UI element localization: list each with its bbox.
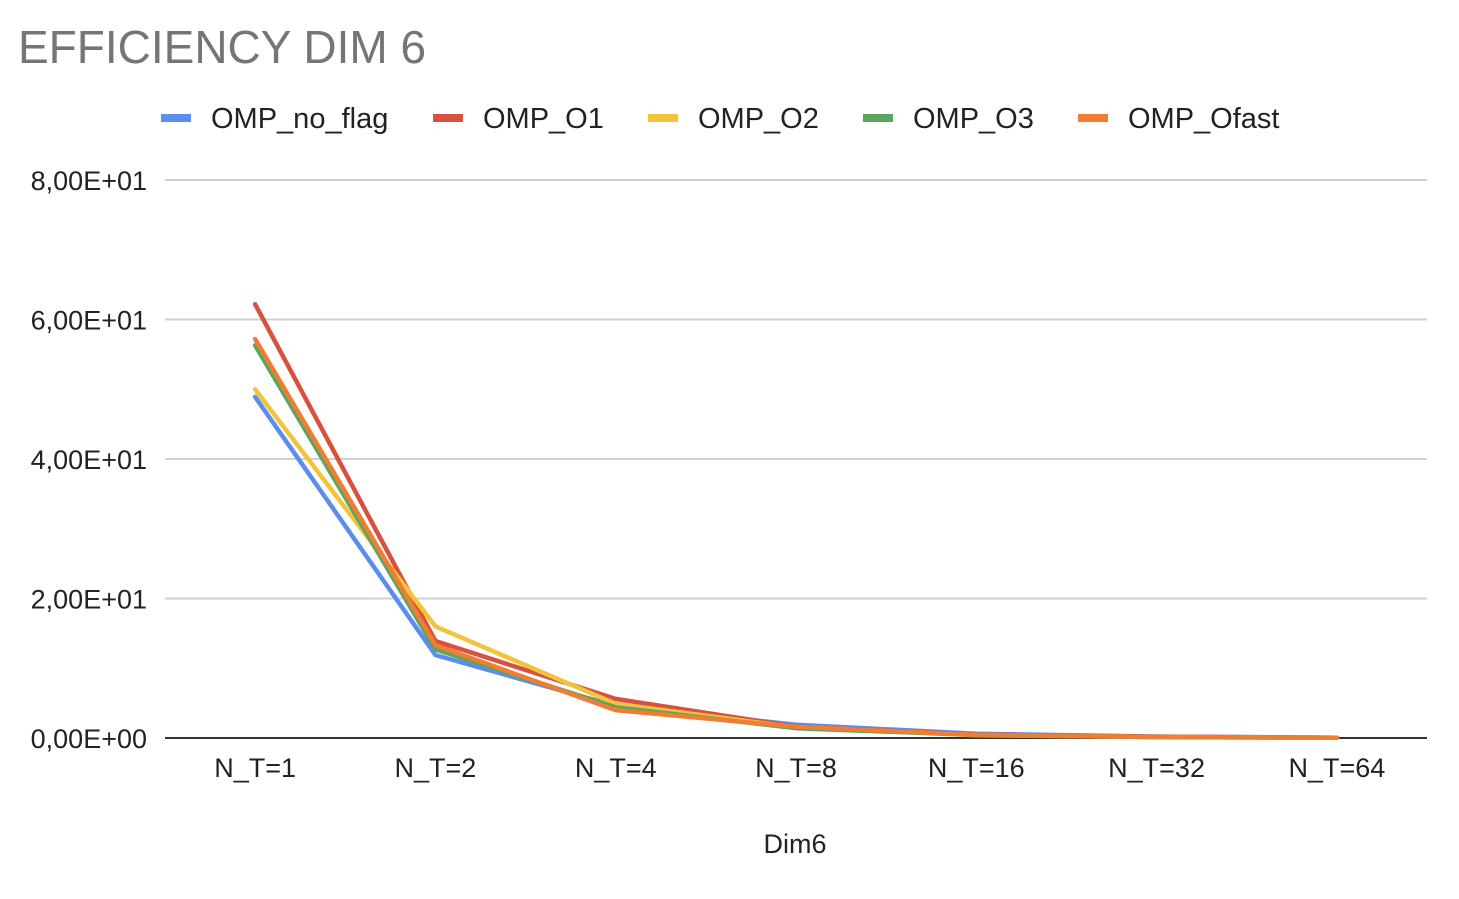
- x-tick-label: N_T=64: [1288, 753, 1385, 783]
- legend-label: OMP_no_flag: [211, 103, 388, 135]
- legend: OMP_no_flag OMP_O1 OMP_O2 OMP_O3 OMP_Ofast: [161, 103, 1280, 135]
- legend-swatch: [648, 114, 678, 122]
- x-tick-label: N_T=4: [575, 753, 657, 783]
- x-tick-label: N_T=16: [928, 753, 1025, 783]
- series-line-omp-o2: [252, 387, 1340, 740]
- x-tick-label: N_T=1: [214, 753, 296, 783]
- series-line-omp-o3: [252, 343, 1340, 740]
- x-axis-ticks: N_T=1 N_T=2 N_T=4 N_T=8 N_T=16 N_T=32 N_T=64: [214, 753, 1385, 783]
- legend-swatch: [863, 114, 893, 122]
- chart-title: EFFICIENCY DIM 6: [18, 21, 426, 73]
- legend-label: OMP_O2: [698, 103, 819, 135]
- x-axis-title: Dim6: [763, 829, 826, 859]
- y-tick-label: 0,00E+00: [31, 724, 147, 754]
- series-line-omp-no-flag: [252, 394, 1340, 740]
- y-axis-ticks: 0,00E+00 2,00E+01 4,00E+01 6,00E+01 8,00E+01: [31, 166, 147, 754]
- x-tick-label: N_T=8: [755, 753, 837, 783]
- y-tick-label: 4,00E+01: [31, 445, 147, 475]
- y-tick-label: 2,00E+01: [31, 585, 147, 615]
- y-tick-label: 6,00E+01: [31, 306, 147, 336]
- x-tick-label: N_T=2: [395, 753, 477, 783]
- gridlines: [165, 179, 1427, 739]
- series-line-omp-ofast: [252, 336, 1340, 740]
- legend-label: OMP_Ofast: [1128, 103, 1280, 135]
- x-tick-label: N_T=32: [1108, 753, 1205, 783]
- legend-label: OMP_O1: [483, 103, 604, 135]
- legend-swatch: [161, 114, 191, 122]
- series-lines: [252, 301, 1340, 740]
- y-tick-label: 8,00E+01: [31, 166, 147, 196]
- series-line-omp-o1: [252, 301, 1340, 740]
- legend-label: OMP_O3: [913, 103, 1034, 135]
- legend-swatch: [433, 114, 463, 122]
- legend-swatch: [1078, 114, 1108, 122]
